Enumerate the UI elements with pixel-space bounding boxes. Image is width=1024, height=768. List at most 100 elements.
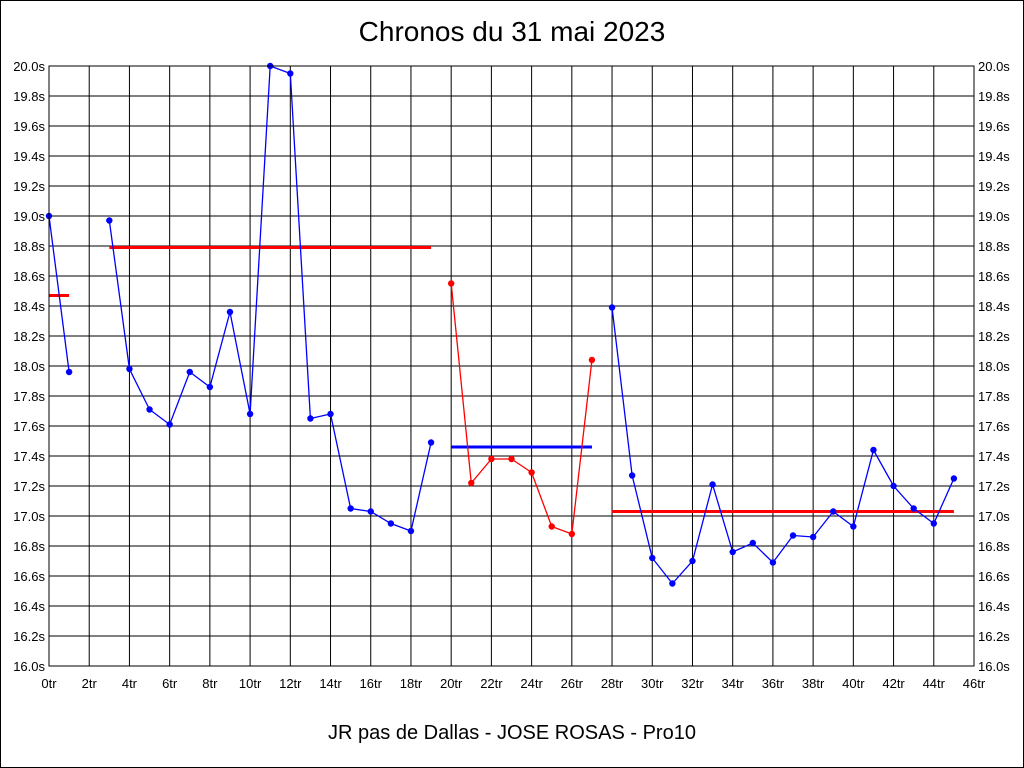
data-point	[930, 520, 937, 527]
y-tick-label-right: 19.6s	[978, 119, 1010, 134]
y-tick-label-left: 17.0s	[13, 509, 45, 524]
data-point	[347, 505, 354, 512]
y-tick-label-left: 20.0s	[13, 59, 45, 74]
y-tick-label-right: 18.0s	[978, 359, 1010, 374]
series-layer	[45, 62, 958, 587]
x-tick-label: 36tr	[762, 676, 785, 691]
y-tick-label-right: 18.6s	[978, 269, 1010, 284]
data-point	[729, 548, 736, 556]
y-tick-label-left: 19.2s	[13, 179, 45, 194]
data-point	[809, 533, 817, 541]
y-tick-label-left: 19.6s	[13, 119, 45, 134]
data-point	[749, 539, 757, 547]
x-tick-label: 20tr	[440, 676, 463, 691]
y-tick-label-left: 17.8s	[13, 389, 45, 404]
y-tick-label-right: 17.0s	[978, 509, 1010, 524]
data-point	[649, 554, 656, 562]
y-tick-label-right: 17.2s	[978, 479, 1010, 494]
y-tick-label-right: 18.8s	[978, 239, 1010, 254]
data-point	[327, 410, 334, 418]
data-point	[427, 439, 435, 446]
data-point	[367, 508, 374, 515]
data-point	[830, 508, 837, 515]
y-tick-label-left: 16.6s	[13, 569, 45, 584]
x-tick-label: 26tr	[561, 676, 584, 691]
series-line	[450, 283, 593, 535]
x-tick-label: 10tr	[239, 676, 262, 691]
y-tick-label-left: 17.6s	[13, 419, 45, 434]
x-tick-label: 24tr	[520, 676, 543, 691]
data-point	[528, 469, 535, 476]
y-tick-label-right: 16.4s	[978, 599, 1010, 614]
y-tick-label-left: 16.8s	[13, 539, 45, 554]
y-tick-label-right: 19.0s	[978, 209, 1010, 224]
plot-border	[48, 65, 975, 667]
data-point	[789, 532, 797, 539]
series-line	[611, 307, 955, 585]
y-tick-label-right: 16.0s	[978, 659, 1010, 674]
data-point	[488, 455, 495, 463]
data-point	[628, 472, 636, 479]
y-tick-label-right: 17.4s	[978, 449, 1010, 464]
y-tick-label-right: 17.6s	[978, 419, 1010, 434]
data-point	[206, 383, 214, 391]
average-lines	[49, 246, 954, 513]
data-point	[689, 557, 696, 565]
chart-subtitle: JR pas de Dallas - JOSE ROSAS - Pro10	[328, 722, 696, 744]
x-tick-label: 4tr	[122, 676, 138, 691]
data-point	[769, 559, 777, 566]
y-tick-label-left: 19.0s	[13, 209, 45, 224]
y-tick-label-right: 17.8s	[978, 389, 1010, 404]
data-point	[166, 421, 173, 428]
x-tick-label: 38tr	[802, 676, 825, 691]
data-point	[387, 520, 395, 527]
data-point	[950, 475, 958, 482]
data-point	[468, 479, 475, 487]
x-tick-label: 0tr	[41, 676, 57, 691]
y-tick-label-left: 16.0s	[13, 659, 45, 674]
y-tick-label-left: 17.2s	[13, 479, 45, 494]
y-tick-label-right: 20.0s	[978, 59, 1010, 74]
x-tick-label: 46tr	[963, 676, 986, 691]
y-tick-label-left: 18.6s	[13, 269, 45, 284]
data-point	[588, 356, 596, 364]
y-tick-label-right: 16.2s	[978, 629, 1010, 644]
data-point	[709, 481, 716, 488]
data-point	[870, 446, 877, 454]
data-point	[568, 530, 576, 538]
series-line	[48, 215, 70, 373]
data-point	[106, 217, 113, 224]
x-tick-label: 30tr	[641, 676, 664, 691]
data-point	[126, 365, 133, 373]
x-tick-label: 6tr	[162, 676, 178, 691]
y-tick-label-right: 19.2s	[978, 179, 1010, 194]
data-point	[548, 523, 555, 530]
y-tick-label-left: 19.8s	[13, 89, 45, 104]
x-tick-label: 8tr	[202, 676, 218, 691]
x-tick-label: 44tr	[923, 676, 946, 691]
x-tick-label: 14tr	[319, 676, 342, 691]
x-tick-label: 2tr	[82, 676, 98, 691]
x-tick-label: 16tr	[360, 676, 383, 691]
x-tick-label: 32tr	[681, 676, 704, 691]
x-tick-label: 22tr	[480, 676, 503, 691]
series-line	[108, 65, 432, 532]
data-point	[146, 406, 153, 413]
y-tick-label-left: 16.2s	[13, 629, 45, 644]
x-tick-label: 40tr	[842, 676, 865, 691]
data-point	[910, 505, 917, 512]
grid-layer	[48, 65, 975, 667]
x-tick-label: 18tr	[400, 676, 423, 691]
y-tick-label-left: 18.4s	[13, 299, 45, 314]
y-tick-label-left: 18.0s	[13, 359, 45, 374]
x-tick-label: 28tr	[601, 676, 624, 691]
data-point	[407, 527, 415, 535]
data-point	[307, 415, 314, 422]
chart-title: Chronos du 31 mai 2023	[358, 16, 666, 47]
y-tick-label-right: 16.8s	[978, 539, 1010, 554]
data-point	[508, 455, 515, 463]
x-tick-label: 12tr	[279, 676, 302, 691]
data-point	[608, 304, 616, 311]
y-tick-label-left: 19.4s	[13, 149, 45, 164]
